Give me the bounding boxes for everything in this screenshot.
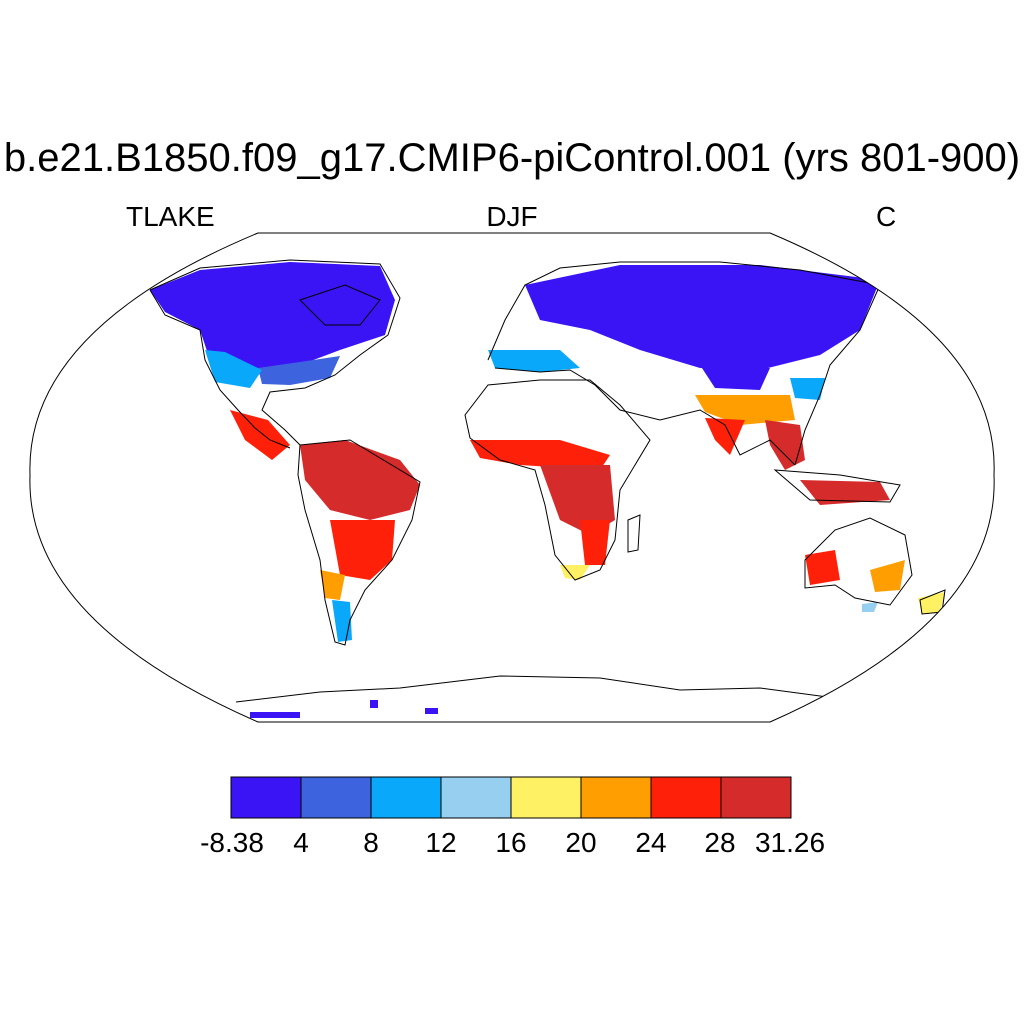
- south-asia-warm: [695, 395, 795, 425]
- data-field: [150, 262, 945, 718]
- southern-africa-mild: [560, 565, 590, 580]
- coast-australia: [804, 517, 913, 606]
- colorbar-label-8: 28: [704, 827, 736, 858]
- colorbar-bin-7: [650, 776, 722, 819]
- colorbar-label-6: 20: [565, 827, 597, 858]
- colorbar-bin-2: [300, 776, 372, 819]
- coast-indonesia: [773, 469, 901, 503]
- map-frame: [29, 232, 995, 723]
- north-america-mid-region: [258, 356, 340, 385]
- colorbar-bin-5: [510, 776, 582, 819]
- coast-south-america: [297, 439, 421, 646]
- coast-antarctica: [235, 675, 851, 703]
- coastlines: [149, 259, 946, 703]
- colorbar-bin-8: [720, 776, 792, 819]
- season-label: DJF: [486, 201, 538, 232]
- sahel-warm: [470, 440, 610, 470]
- colorbar-bin-6: [580, 776, 652, 819]
- coast-africa: [464, 379, 651, 581]
- colorbar-label-3: 8: [363, 827, 379, 858]
- central-america-warm: [230, 410, 290, 460]
- coast-europe: [487, 261, 621, 361]
- central-africa-warm: [540, 465, 615, 535]
- colorbar-label-2: 4: [293, 827, 309, 858]
- amazon-warm-region: [300, 440, 420, 520]
- india-warm: [705, 418, 745, 455]
- australia-warm: [805, 550, 840, 585]
- eurasia-cold-region: [525, 265, 880, 370]
- europe-mediterranean: [488, 350, 580, 372]
- colorbar-label-7: 24: [635, 827, 667, 858]
- coast-greenland: [299, 284, 381, 326]
- coast-asia-east: [794, 284, 881, 466]
- coast-eurasia-north: [620, 261, 881, 286]
- colorbar-label-4: 12: [425, 827, 457, 858]
- coast-north-america-west: [149, 289, 291, 449]
- colorbar-label-9: 31.26: [754, 827, 826, 858]
- coast-madagascar: [627, 514, 641, 553]
- east-asia-transition: [790, 378, 825, 400]
- new-zealand-mild: [918, 592, 945, 614]
- colorbar-bin-1: [230, 776, 302, 819]
- north-america-cold-region: [150, 262, 395, 372]
- southeast-asia-warm: [765, 420, 805, 470]
- colorbar-bin-3: [370, 776, 442, 819]
- units-label: C: [876, 201, 897, 232]
- colorbar: [230, 776, 792, 819]
- antarctic-cold-spots: [250, 700, 438, 718]
- south-america-south-warm: [330, 520, 395, 580]
- tasmania-cool: [862, 602, 878, 612]
- north-america-transition: [205, 350, 262, 388]
- indonesia-warm: [800, 480, 890, 505]
- south-america-mid-lat: [320, 570, 345, 600]
- plot-title: b.e21.B1850.f09_g17.CMIP6-piControl.001 …: [3, 136, 1021, 180]
- colorbar-label-1: -8.38: [200, 827, 264, 858]
- patagonia-cool: [332, 600, 352, 642]
- coast-asia-south: [494, 367, 796, 466]
- colorbar-label-5: 16: [495, 827, 527, 858]
- colorbar-bin-4: [440, 776, 512, 819]
- australia-east-warm: [870, 560, 905, 592]
- coast-north-america: [149, 259, 401, 446]
- central-asia-cold: [700, 365, 770, 390]
- variable-label: TLAKE: [126, 201, 215, 232]
- east-africa-warm: [580, 520, 610, 565]
